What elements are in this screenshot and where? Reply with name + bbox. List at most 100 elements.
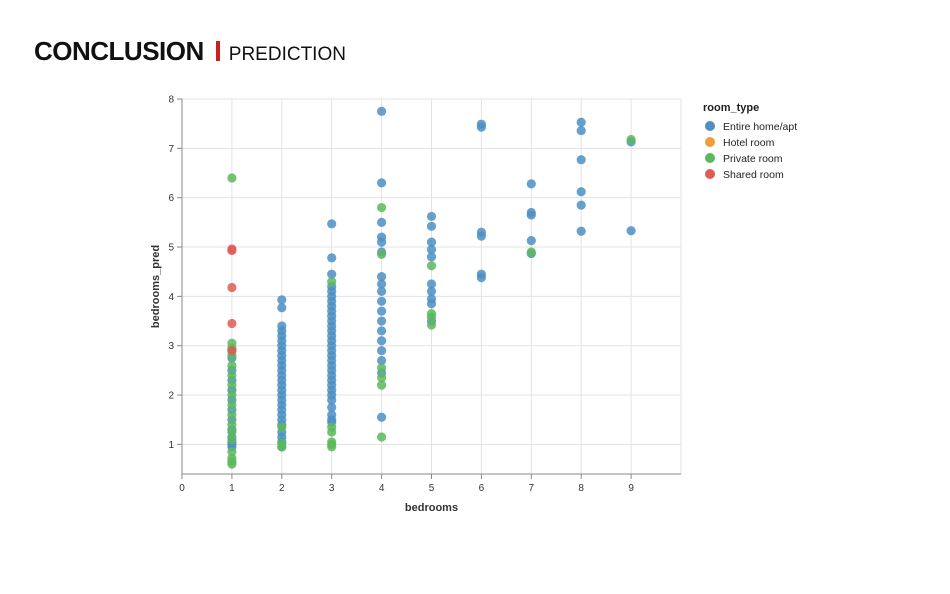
data-point-private-room <box>426 261 437 271</box>
legend-label: Entire home/apt <box>723 121 797 133</box>
x-tick-label: 5 <box>429 483 435 494</box>
data-point-entire-home-apt <box>426 294 437 304</box>
x-tick-label: 2 <box>279 483 285 494</box>
legend-label: Hotel room <box>723 137 775 149</box>
data-point-entire-home-apt <box>377 272 387 282</box>
data-point-entire-home-apt <box>426 279 437 289</box>
y-tick-label: 8 <box>168 95 174 106</box>
data-point-entire-home-apt <box>377 286 387 297</box>
y-tick-label: 3 <box>168 341 174 352</box>
legend-swatch <box>705 137 715 147</box>
x-tick-label: 3 <box>329 483 335 494</box>
data-point-entire-home-apt <box>377 316 387 326</box>
y-tick-label: 2 <box>168 391 174 402</box>
data-point-private-room <box>377 249 387 260</box>
data-point-private-room <box>327 437 337 447</box>
legend-swatch <box>705 121 715 131</box>
data-point-private-room <box>327 422 337 432</box>
x-tick-label: 6 <box>479 483 485 494</box>
data-point-private-room <box>377 432 387 442</box>
y-tick-label: 6 <box>168 193 174 204</box>
data-point-private-room <box>377 202 387 213</box>
y-tick-label: 7 <box>168 144 174 155</box>
data-point-private-room <box>227 380 237 390</box>
y-tick-label: 4 <box>168 292 174 303</box>
data-point-entire-home-apt <box>426 286 437 297</box>
data-point-entire-home-apt <box>377 296 387 306</box>
data-point-entire-home-apt <box>327 253 337 263</box>
data-point-entire-home-apt <box>377 306 387 316</box>
data-point-private-room <box>227 420 237 430</box>
data-point-entire-home-apt <box>576 125 586 136</box>
data-point-entire-home-apt <box>277 303 287 313</box>
data-point-private-room <box>227 370 237 380</box>
slide-title: CONCLUSION <box>34 36 204 66</box>
data-point-entire-home-apt <box>377 412 387 422</box>
data-point-entire-home-apt <box>426 221 437 231</box>
data-point-entire-home-apt <box>327 219 337 229</box>
y-tick-label: 1 <box>168 440 174 451</box>
data-point-private-room <box>227 447 237 457</box>
data-point-entire-home-apt <box>426 244 437 255</box>
legend-label: Shared room <box>723 169 784 181</box>
data-point-shared-room <box>227 318 237 329</box>
y-axis-title: bedrooms_pred <box>150 245 162 328</box>
data-point-private-room <box>227 390 237 400</box>
data-point-shared-room <box>227 244 237 254</box>
data-point-private-room <box>277 422 287 432</box>
data-point-entire-home-apt <box>377 217 387 227</box>
data-point-entire-home-apt <box>377 326 387 336</box>
data-point-entire-home-apt <box>476 227 486 237</box>
data-point-private-room <box>227 400 237 410</box>
data-point-entire-home-apt <box>476 269 486 279</box>
data-point-private-room <box>377 363 387 373</box>
data-point-entire-home-apt <box>377 232 387 242</box>
data-point-entire-home-apt <box>526 207 536 218</box>
data-point-private-room <box>377 373 387 383</box>
data-points <box>227 106 636 469</box>
data-point-private-room <box>227 427 237 437</box>
data-point-entire-home-apt <box>377 346 387 356</box>
x-tick-label: 1 <box>229 483 235 494</box>
data-point-entire-home-apt <box>426 237 437 247</box>
data-point-entire-home-apt <box>576 200 586 210</box>
axes: 0 1 2 3 4 5 6 7 8 9 1 2 3 4 5 6 7 8 <box>168 95 681 494</box>
data-point-entire-home-apt <box>576 117 586 127</box>
data-point-private-room <box>526 247 536 257</box>
x-tick-label: 8 <box>578 483 584 494</box>
data-point-entire-home-apt <box>377 355 387 366</box>
data-point-entire-home-apt <box>576 187 586 197</box>
data-point-entire-home-apt <box>327 269 337 279</box>
data-point-entire-home-apt <box>327 402 337 412</box>
data-point-entire-home-apt <box>377 106 387 116</box>
data-point-private-room <box>426 309 437 319</box>
data-point-private-room <box>227 453 237 463</box>
data-point-entire-home-apt <box>426 252 437 262</box>
x-tick-label: 9 <box>628 483 634 494</box>
x-axis-title: bedrooms <box>405 502 458 514</box>
legend-title: room_type <box>703 102 759 114</box>
x-tick-label: 7 <box>529 483 535 494</box>
legend-swatch <box>705 169 715 179</box>
data-point-entire-home-apt <box>626 226 636 236</box>
legend: room_type Entire home/apt Hotel room Priva… <box>703 102 797 181</box>
legend-swatch <box>705 153 715 163</box>
x-tick-label: 4 <box>379 483 385 494</box>
data-point-private-room <box>227 360 237 371</box>
slide-subtitle: PREDICTION <box>228 44 346 65</box>
data-point-entire-home-apt <box>426 211 437 222</box>
data-point-entire-home-apt <box>327 410 337 420</box>
data-point-entire-home-apt <box>476 119 486 129</box>
data-point-private-room <box>277 438 287 449</box>
y-tick-label: 5 <box>168 243 174 254</box>
data-point-private-room <box>426 320 437 330</box>
data-point-shared-room <box>227 282 237 293</box>
data-point-entire-home-apt <box>576 226 586 236</box>
slide-header: CONCLUSION PREDICTION <box>34 36 346 67</box>
data-point-entire-home-apt <box>576 155 586 165</box>
data-point-entire-home-apt <box>377 336 387 346</box>
data-point-private-room <box>327 276 337 287</box>
legend-label: Private room <box>723 153 783 165</box>
data-point-private-room <box>227 434 237 445</box>
